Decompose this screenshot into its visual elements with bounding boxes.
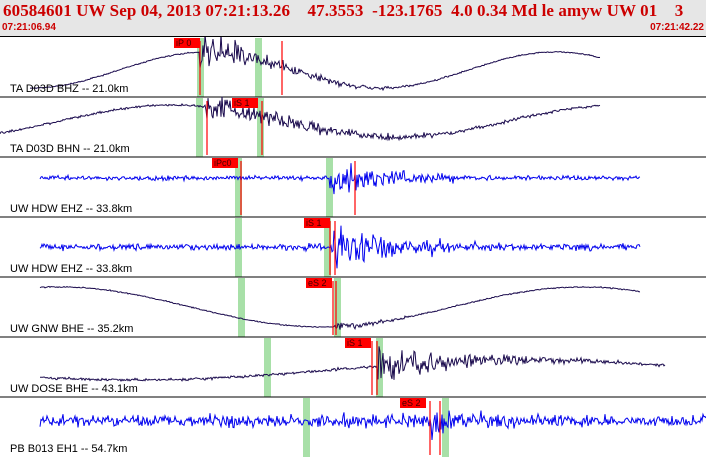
pick-flag[interactable]: iS 1 [304, 218, 330, 228]
waveform-trace [0, 96, 601, 142]
waveform-trace [29, 37, 601, 92]
channel-label: PB B013 EH1 -- 54.7km [10, 443, 127, 455]
channel-label: TA D03D BHN -- 21.0km [10, 143, 130, 155]
pick-label: eS 2 [402, 398, 421, 408]
channel-label: UW DOSE BHE -- 43.1km [10, 383, 138, 395]
seismogram-panel[interactable]: iP 0 TA D03D BHZ -- 21.0km iS 1 TA D03D BHN… [0, 37, 706, 458]
waveform-trace [39, 225, 641, 269]
pick-flag-box [174, 38, 200, 48]
pick-flag-box [232, 98, 258, 108]
start-time-label: 07:21:06.94 [2, 22, 56, 33]
waveform-trace [39, 285, 641, 331]
pick-flag-box [400, 398, 426, 408]
pick-window [196, 98, 203, 157]
event-header: 60584601 UW Sep 04, 2013 07:21:13.26 47.… [0, 0, 706, 37]
pick-flag-box [304, 218, 330, 228]
pick-label: iP 0 [176, 38, 191, 48]
pick-label: iPc0 [214, 158, 232, 168]
pick-flag[interactable]: iS 1 [345, 338, 371, 348]
pick-window [303, 398, 310, 457]
pick-label: iS 1 [234, 98, 250, 108]
pick-window [238, 278, 245, 337]
pick-flag-box [212, 158, 238, 168]
waveform-trace [39, 163, 641, 195]
channel-label: UW HDW EHZ -- 33.8km [10, 203, 132, 215]
pick-window [235, 158, 242, 217]
pick-window [257, 98, 264, 157]
waveform-trace [40, 346, 666, 382]
pick-window [442, 398, 449, 457]
channel-label: TA D03D BHZ -- 21.0km [10, 83, 128, 95]
channel-label: UW HDW EHZ -- 33.8km [10, 263, 132, 275]
pick-flag[interactable]: eS 2 [400, 398, 426, 408]
channel-label: UW GNW BHE -- 35.2km [10, 323, 133, 335]
pick-label: iS 1 [347, 338, 363, 348]
pick-label: eS 2 [308, 278, 327, 288]
pick-flag-box [306, 278, 332, 288]
pick-flag[interactable]: iP 0 [174, 38, 200, 48]
pick-window [334, 278, 341, 337]
pick-flag[interactable]: iPc0 [212, 158, 238, 168]
pick-label: iS 1 [306, 218, 322, 228]
pick-window [264, 338, 271, 397]
pick-flag[interactable]: eS 2 [306, 278, 332, 288]
pick-window [376, 338, 383, 397]
waveform-trace [39, 410, 706, 441]
pick-flag-box [345, 338, 371, 348]
end-time-label: 07:21:42.22 [650, 22, 704, 33]
event-title: 60584601 UW Sep 04, 2013 07:21:13.26 47.… [3, 1, 684, 20]
pick-window [255, 38, 262, 97]
pick-flag[interactable]: iS 1 [232, 98, 258, 108]
